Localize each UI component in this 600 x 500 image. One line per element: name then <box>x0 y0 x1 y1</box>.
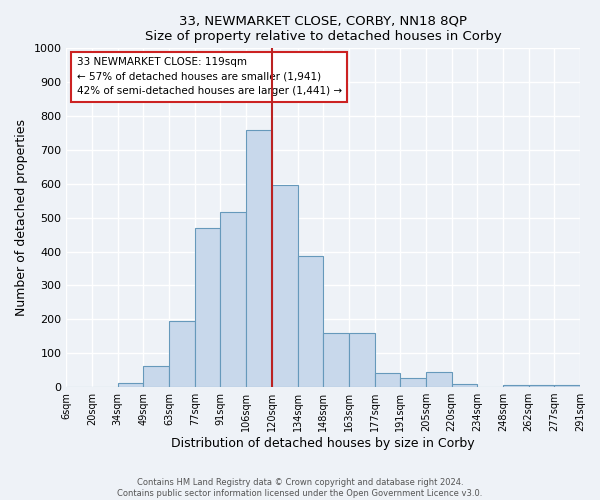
Bar <box>503 386 529 387</box>
Bar <box>529 386 554 387</box>
Bar <box>169 321 195 387</box>
Text: Contains HM Land Registry data © Crown copyright and database right 2024.
Contai: Contains HM Land Registry data © Crown c… <box>118 478 482 498</box>
Bar <box>246 130 272 387</box>
Bar <box>452 384 477 387</box>
Bar <box>220 212 246 387</box>
Text: 33 NEWMARKET CLOSE: 119sqm
← 57% of detached houses are smaller (1,941)
42% of s: 33 NEWMARKET CLOSE: 119sqm ← 57% of deta… <box>77 57 342 96</box>
X-axis label: Distribution of detached houses by size in Corby: Distribution of detached houses by size … <box>172 437 475 450</box>
Bar <box>118 382 143 387</box>
Bar <box>349 333 374 387</box>
Bar <box>554 384 580 387</box>
Bar <box>143 366 169 387</box>
Bar <box>400 378 426 387</box>
Bar <box>298 256 323 387</box>
Bar <box>323 333 349 387</box>
Bar <box>374 373 400 387</box>
Y-axis label: Number of detached properties: Number of detached properties <box>15 119 28 316</box>
Bar <box>195 228 220 387</box>
Bar <box>272 185 298 387</box>
Title: 33, NEWMARKET CLOSE, CORBY, NN18 8QP
Size of property relative to detached house: 33, NEWMARKET CLOSE, CORBY, NN18 8QP Siz… <box>145 15 502 43</box>
Bar <box>426 372 452 387</box>
